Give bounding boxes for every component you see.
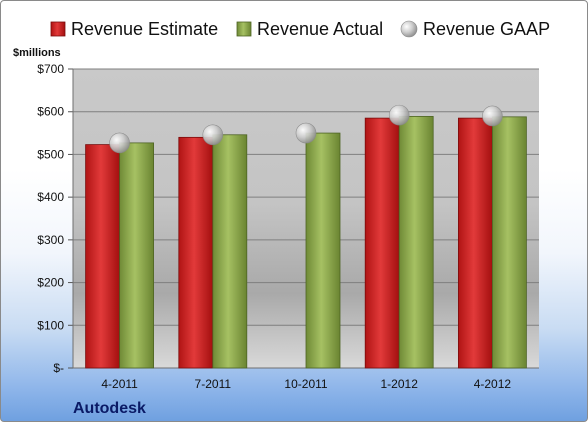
actual-bar <box>305 132 341 369</box>
x-tick-label: 1-2012 <box>381 377 419 391</box>
gaap-marker <box>482 105 503 127</box>
legend: Revenue Estimate Revenue Actual Revenue … <box>50 19 550 39</box>
y-tick-label: $- <box>53 361 64 375</box>
x-axis-ticks: 4-2011 7-2011 10-2011 1-2012 4-2012 <box>101 377 511 391</box>
estimate-bar <box>457 117 493 369</box>
legend-swatch-actual <box>236 21 252 37</box>
y-axis-unit-label: $millions <box>13 47 61 59</box>
x-tick-label: 10-2011 <box>284 377 327 391</box>
actual-bar <box>491 116 527 369</box>
bars <box>85 116 527 369</box>
legend-item-estimate: Revenue Estimate <box>50 19 218 39</box>
estimate-bar <box>364 117 400 369</box>
gaap-marker <box>109 132 130 154</box>
y-tick-label: $300 <box>37 233 64 247</box>
gaap-marker <box>202 124 224 146</box>
gaap-marker <box>388 104 410 126</box>
gaap-marker <box>295 122 317 144</box>
y-tick-label: $700 <box>37 62 64 76</box>
y-tick-label: $600 <box>37 105 64 119</box>
actual-bar <box>212 134 248 369</box>
x-tick-label: 7-2011 <box>195 377 232 391</box>
y-tick-label: $200 <box>37 276 64 290</box>
company-name: Autodesk <box>73 400 146 417</box>
actual-bar <box>398 116 434 369</box>
x-tick-label: 4-2011 <box>101 377 138 391</box>
estimate-bar <box>178 136 214 369</box>
estimate-bar <box>85 144 120 369</box>
x-tick-label: 4-2012 <box>474 377 512 391</box>
legend-swatch-estimate <box>50 21 66 37</box>
y-tick-label: $100 <box>37 318 64 332</box>
legend-swatch-gaap <box>400 20 418 38</box>
legend-item-actual: Revenue Actual <box>236 19 383 39</box>
y-tick-label: $500 <box>37 147 64 161</box>
actual-bar <box>119 142 154 369</box>
gaap-markers <box>109 104 503 154</box>
y-axis-ticks: $- $100 $200 $300 $400 $500 $600 $700 <box>37 62 539 375</box>
legend-label-estimate: Revenue Estimate <box>71 19 218 39</box>
legend-label-gaap: Revenue GAAP <box>423 19 550 39</box>
y-tick-label: $400 <box>37 190 64 204</box>
legend-label-actual: Revenue Actual <box>257 19 383 39</box>
legend-item-gaap: Revenue GAAP <box>400 19 550 39</box>
